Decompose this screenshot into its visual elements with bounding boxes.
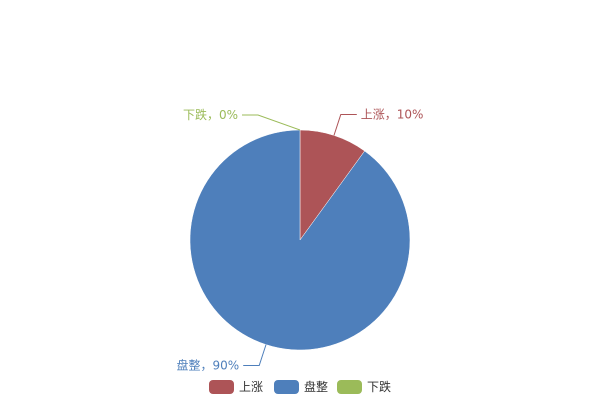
legend-swatch-1[interactable] [274,380,299,394]
pie-slice-1[interactable] [189,129,411,351]
legend-label-2[interactable]: 下跌 [367,379,391,394]
label-line-1 [243,344,267,367]
slice-label-2: 下跌，0% [183,107,238,122]
legend-label-0[interactable]: 上涨 [239,379,263,394]
slice-label-1: 盘整，90% [177,358,240,373]
legend-swatch-2[interactable] [337,380,362,394]
label-line-2 [242,114,301,131]
legend-label-1[interactable]: 盘整 [304,379,328,394]
legend-swatch-0[interactable] [209,380,234,394]
slice-label-0: 上涨，10% [361,106,424,121]
label-line-0 [333,113,357,136]
